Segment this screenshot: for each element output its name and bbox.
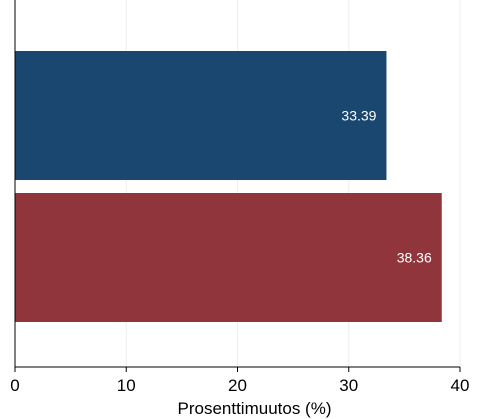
x-tick-label-30: 30: [339, 376, 358, 395]
x-axis-ticks: 0 10 20 30 40: [10, 367, 469, 395]
x-axis-title: Prosenttimuutos (%): [178, 399, 332, 418]
x-tick-label-20: 20: [228, 376, 247, 395]
x-tick-label-40: 40: [451, 376, 470, 395]
bar-2-value-label: 38.36: [397, 250, 432, 266]
bars: 33.39 38.36: [15, 51, 442, 322]
x-tick-label-10: 10: [117, 376, 136, 395]
bar-1: [15, 51, 387, 180]
bar-1-value-label: 33.39: [341, 108, 376, 124]
x-tick-label-0: 0: [10, 376, 19, 395]
bar-2: [15, 193, 442, 322]
